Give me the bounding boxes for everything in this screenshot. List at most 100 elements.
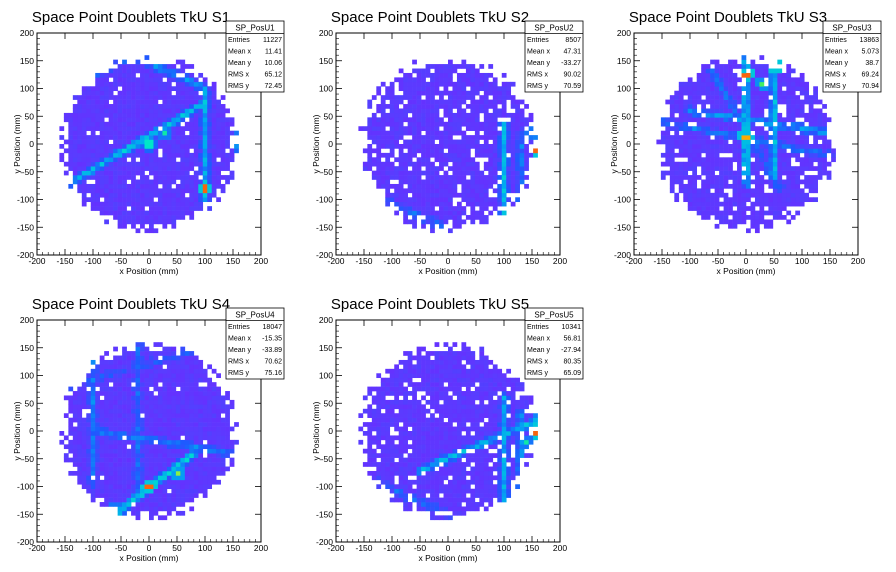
heatmap-cell [189, 506, 195, 512]
heatmap-cell [772, 161, 778, 167]
heatmap-cell [710, 112, 715, 118]
heatmap-cell [180, 351, 186, 356]
heatmap-cell [719, 144, 724, 149]
heatmap-cell [434, 215, 440, 220]
heatmap-cell [99, 72, 105, 78]
heatmap-cell [786, 144, 792, 149]
x-tick-label: 100 [795, 256, 809, 266]
heatmap-cell [131, 175, 136, 180]
heatmap-cell [157, 373, 163, 379]
heatmap-cell [669, 148, 675, 154]
heatmap-cell [99, 377, 105, 383]
heatmap-cell [674, 179, 680, 185]
heatmap-cell [153, 117, 159, 123]
heatmap-cell [207, 479, 213, 485]
heatmap-cells [59, 55, 239, 234]
heatmap-cell [443, 86, 449, 92]
heatmap-cell [398, 135, 404, 140]
heatmap-cells [358, 342, 538, 521]
heatmap-cell [737, 144, 742, 149]
heatmap-cell [189, 426, 195, 432]
heatmap-cell [207, 364, 213, 370]
heatmap-cell [710, 179, 715, 185]
heatmap-cell [117, 417, 123, 423]
heatmap-cell [108, 108, 114, 114]
heatmap-cell [81, 99, 87, 105]
heatmap-cell [804, 144, 810, 149]
heatmap-cell [750, 126, 756, 131]
heatmap-cell [443, 161, 449, 167]
heatmap-cell [510, 157, 516, 163]
heatmap-cell [380, 466, 386, 472]
heatmap-cell [674, 175, 680, 180]
heatmap-cell [488, 152, 494, 158]
heatmap-cell [180, 502, 186, 507]
heatmap-cell [750, 223, 756, 229]
heatmap-cell [95, 484, 101, 490]
heatmap-cell [492, 144, 498, 149]
heatmap-cell [421, 223, 426, 229]
heatmap-cell [229, 130, 235, 136]
heatmap-cell [216, 417, 221, 423]
heatmap-cell [389, 117, 395, 123]
heatmap-cell [211, 188, 217, 194]
heatmap-cell [131, 223, 136, 229]
heatmap-cell [723, 95, 729, 100]
heatmap-cell [126, 104, 132, 109]
heatmap-cell [777, 215, 783, 220]
heatmap-cell [81, 152, 87, 158]
heatmap-cell [737, 64, 742, 69]
heatmap-cell [211, 368, 217, 374]
heatmap-cell [211, 112, 217, 118]
heatmap-cell [166, 197, 172, 203]
heatmap-cell [746, 81, 751, 87]
heatmap-cell [180, 493, 186, 498]
heatmap-cell [184, 64, 190, 69]
heatmap-cell [456, 201, 462, 207]
heatmap-cell [108, 439, 114, 445]
heatmap-cell [104, 161, 109, 167]
heatmap-cell [149, 435, 154, 441]
heatmap-cell [162, 391, 168, 396]
heatmap-cell [474, 104, 480, 109]
heatmap-cell [68, 470, 74, 476]
heatmap-cell [443, 210, 449, 216]
heatmap-cell [99, 206, 105, 211]
heatmap-cell [135, 395, 141, 401]
heatmap-cell [385, 201, 391, 207]
heatmap-cell [389, 95, 395, 100]
heatmap-cell [696, 201, 702, 207]
heatmap-cell [113, 135, 118, 140]
heatmap-cell [714, 77, 720, 83]
heatmap-cell [439, 192, 444, 198]
heatmap-cell [193, 444, 199, 450]
heatmap-cell [741, 170, 747, 176]
heatmap-cell [813, 139, 818, 145]
heatmap-cell [394, 135, 400, 140]
heatmap-cell [461, 117, 467, 123]
heatmap-cell [705, 112, 711, 118]
heatmap-cell [416, 68, 422, 74]
heatmap-cell [99, 170, 105, 176]
heatmap-cell [669, 99, 675, 105]
heatmap-cell [171, 488, 177, 494]
heatmap-cell [754, 166, 760, 171]
heatmap-cell [193, 183, 199, 189]
heatmap-cell [149, 90, 154, 96]
heatmap-cell [122, 408, 127, 414]
heatmap-cell [104, 488, 109, 494]
heatmap-cell [456, 117, 462, 123]
heatmap-cell [207, 95, 213, 100]
heatmap-cell [216, 462, 221, 467]
heatmap-cell [479, 201, 485, 207]
heatmap-cell [117, 413, 123, 418]
heatmap-cell [149, 444, 154, 450]
heatmap-cell [416, 77, 422, 83]
heatmap-cell [126, 201, 132, 207]
heatmap-cell [479, 183, 485, 189]
heatmap-cell [741, 206, 747, 211]
heatmap-cell [180, 346, 186, 352]
heatmap-cell [674, 161, 680, 167]
heatmap-cell [162, 192, 168, 198]
heatmap-cell [692, 135, 698, 140]
